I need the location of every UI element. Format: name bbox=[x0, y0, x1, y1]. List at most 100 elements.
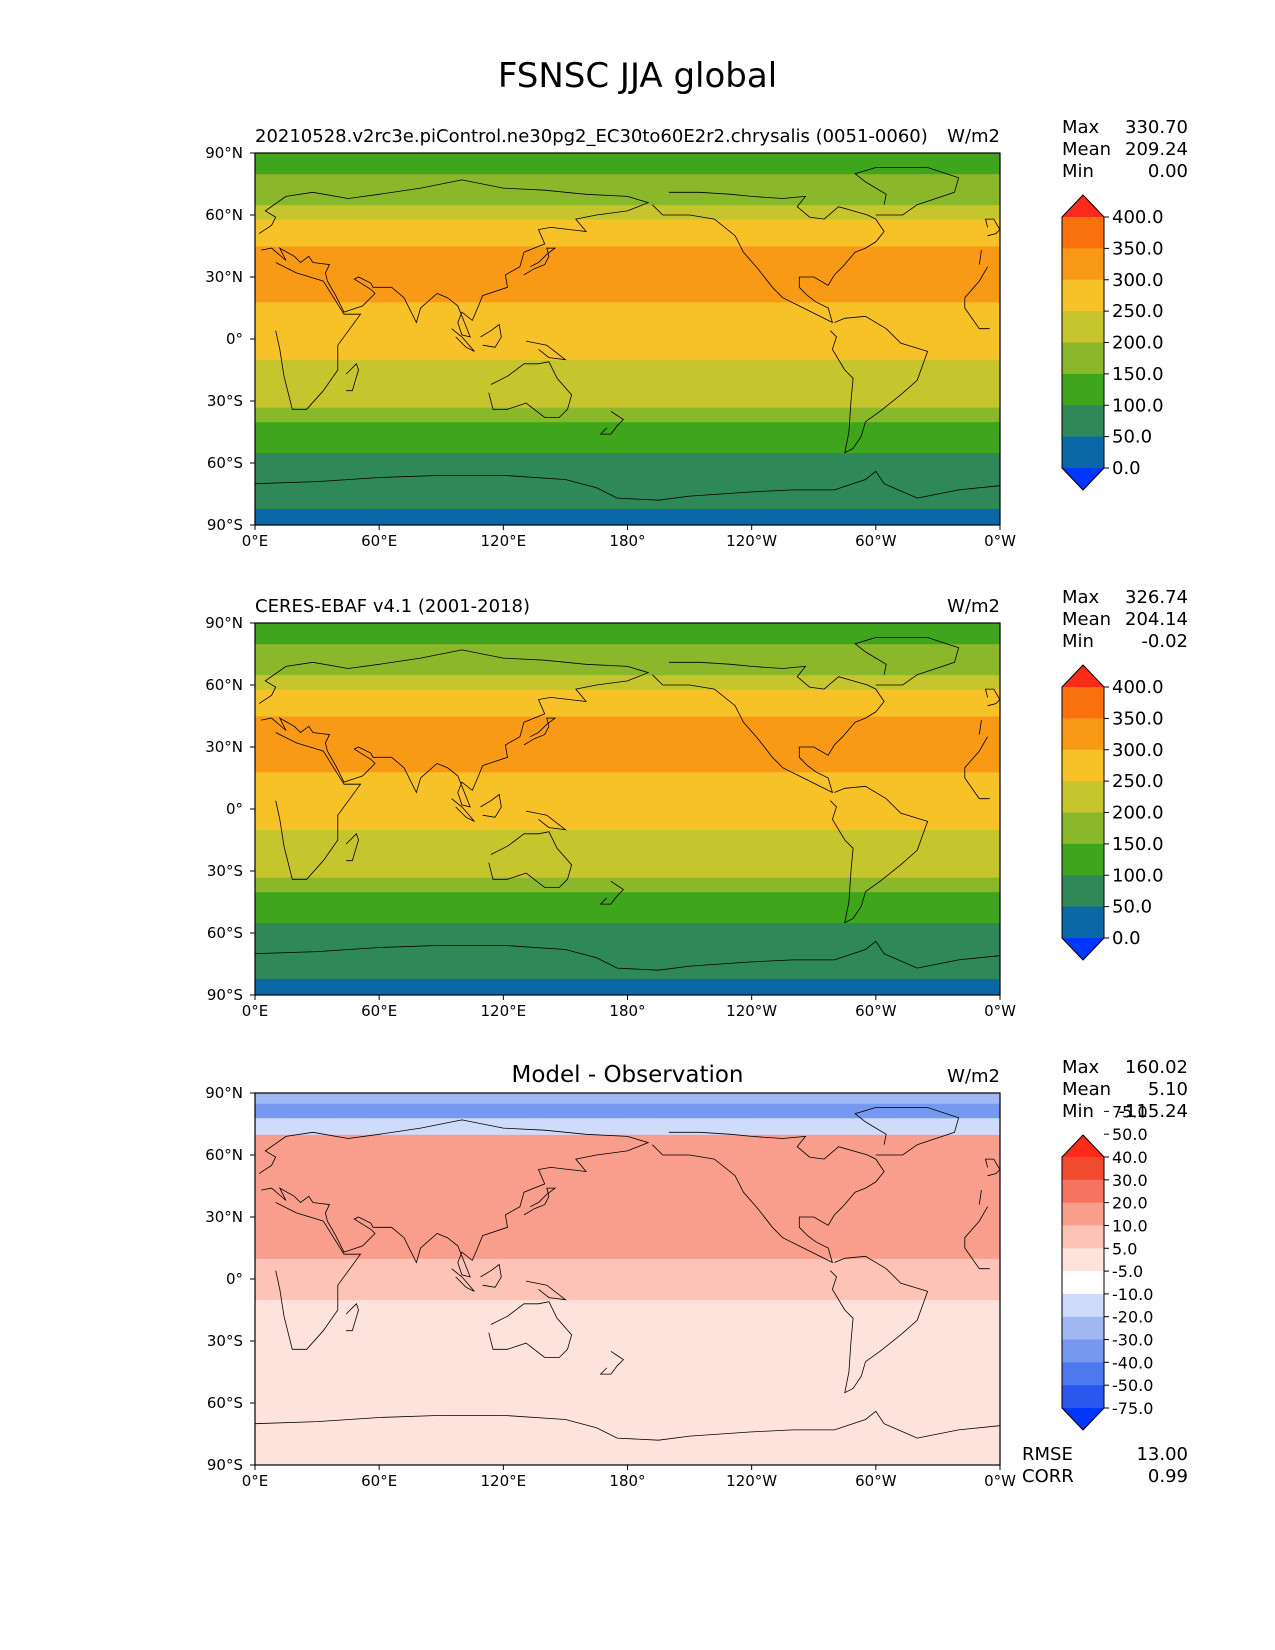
colorbar-tick-label: 150.0 bbox=[1112, 364, 1164, 385]
colorbar-tick-label: 150.0 bbox=[1112, 834, 1164, 855]
coastline bbox=[523, 247, 557, 276]
colorbar-tick-label: -5.0 bbox=[1112, 1262, 1143, 1281]
panel-left-label: 20210528.v2rc3e.piControl.ne30pg2_EC30to… bbox=[255, 126, 928, 147]
stat-mean-label: Mean bbox=[1062, 1079, 1111, 1100]
colorbar-tick-label: 75.0 bbox=[1112, 1102, 1148, 1121]
coastline bbox=[830, 1255, 929, 1394]
colorbar-box bbox=[1062, 843, 1104, 876]
y-tick-label: 0° bbox=[226, 330, 243, 348]
coastline bbox=[480, 323, 502, 348]
colorbar-box bbox=[1062, 436, 1104, 469]
colorbar-tick-label: 200.0 bbox=[1112, 803, 1164, 824]
figure-title: FSNSC JJA global bbox=[497, 56, 778, 96]
y-tick-label: 0° bbox=[226, 800, 243, 818]
coastline bbox=[488, 361, 573, 418]
zonal-band bbox=[255, 508, 1000, 525]
x-tick-label: 180° bbox=[609, 1002, 645, 1020]
stat-max-label: Max bbox=[1062, 587, 1100, 608]
y-tick-label: 60°S bbox=[207, 454, 243, 472]
stat-max-label: Max bbox=[1062, 1057, 1100, 1078]
colorbar-box bbox=[1062, 1385, 1104, 1409]
panel-title: Model - Observation bbox=[511, 1062, 743, 1088]
panel-units: W/m2 bbox=[947, 126, 1000, 147]
x-tick-label: 0°W bbox=[984, 1472, 1016, 1490]
coastline bbox=[523, 717, 557, 746]
colorbar-box bbox=[1062, 1157, 1104, 1181]
map-field bbox=[255, 623, 1000, 995]
y-tick-label: 60°N bbox=[205, 676, 243, 694]
coastline bbox=[488, 1301, 573, 1358]
x-tick-label: 60°E bbox=[361, 1472, 397, 1490]
coastline bbox=[984, 688, 1000, 707]
x-tick-label: 120°W bbox=[726, 532, 777, 550]
coastline bbox=[526, 810, 567, 831]
colorbar-box bbox=[1062, 311, 1104, 343]
colorbar-box bbox=[1062, 906, 1104, 939]
zonal-band bbox=[255, 153, 1000, 175]
y-tick-label: 30°N bbox=[205, 268, 243, 286]
zonal-band bbox=[255, 716, 1000, 773]
zonal-band bbox=[255, 421, 1000, 454]
x-tick-label: 60°E bbox=[361, 532, 397, 550]
coastline bbox=[526, 340, 567, 361]
colorbar-tick-label: 0.0 bbox=[1112, 928, 1141, 949]
stat-max-value: 160.02 bbox=[1125, 1057, 1188, 1078]
y-tick-label: 90°N bbox=[205, 144, 243, 162]
coastline bbox=[345, 1303, 359, 1332]
x-tick-label: 120°E bbox=[481, 1472, 527, 1490]
x-tick-label: 120°E bbox=[481, 532, 527, 550]
colorbar-box bbox=[1062, 373, 1104, 406]
coastline bbox=[345, 363, 359, 392]
colorbar-tick-label: 0.0 bbox=[1112, 458, 1141, 479]
zonal-band bbox=[255, 1134, 1000, 1187]
coastline bbox=[830, 315, 929, 454]
colorbar-box bbox=[1062, 687, 1104, 719]
colorbar-tick-label: -20.0 bbox=[1112, 1308, 1153, 1327]
coastline bbox=[275, 1202, 990, 1350]
coastline bbox=[984, 1158, 1000, 1177]
coastline bbox=[526, 1280, 567, 1301]
y-tick-label: 60°N bbox=[205, 1146, 243, 1164]
coastline bbox=[480, 1263, 502, 1288]
zonal-band bbox=[255, 1103, 1000, 1119]
stat-mean-value: 5.10 bbox=[1148, 1079, 1188, 1100]
y-tick-label: 30°N bbox=[205, 738, 243, 756]
colorbar-box bbox=[1062, 1293, 1104, 1318]
zonal-band bbox=[255, 623, 1000, 645]
colorbar-tick-label: -30.0 bbox=[1112, 1331, 1153, 1350]
coastline bbox=[255, 1410, 1000, 1441]
panel-difference: 0°E 60°E 120°E 180° 120°W 60°W 0°W 90°N 60°N 30°N… bbox=[205, 1057, 1188, 1490]
y-tick-label: 90°S bbox=[207, 986, 243, 1004]
stat-max-value: 330.70 bbox=[1125, 117, 1188, 138]
colorbar: -75.0 -50.0 -40.0 -30.0 -20.0 -10.0 -5.0 5.0 10.… bbox=[1061, 1102, 1153, 1431]
coastline bbox=[451, 328, 475, 352]
y-tick-label: 0° bbox=[226, 1270, 243, 1288]
panel-units: W/m2 bbox=[947, 596, 1000, 617]
colorbar-box bbox=[1062, 781, 1104, 813]
coastline bbox=[451, 798, 475, 822]
zonal-band bbox=[255, 246, 1000, 303]
colorbar-tick-label: 100.0 bbox=[1112, 395, 1164, 416]
map-field bbox=[255, 153, 1000, 525]
x-tick-label: 120°E bbox=[481, 1002, 527, 1020]
coastline bbox=[488, 831, 573, 888]
coastline bbox=[275, 262, 990, 410]
colorbar-tick-label: 5.0 bbox=[1112, 1239, 1137, 1258]
colorbar-tick-label: 350.0 bbox=[1112, 708, 1164, 729]
zonal-band bbox=[255, 771, 1000, 831]
coastline bbox=[451, 1268, 475, 1292]
coastline bbox=[652, 191, 885, 324]
x-tick-label: 0°E bbox=[242, 1472, 269, 1490]
stat-mean-label: Mean bbox=[1062, 609, 1111, 630]
x-tick-label: 120°W bbox=[726, 1472, 777, 1490]
zonal-band bbox=[255, 452, 1000, 509]
colorbar-extend-min bbox=[1062, 468, 1104, 490]
zonal-band bbox=[255, 173, 1000, 206]
coastline bbox=[599, 880, 625, 905]
colorbar-tick-label: 50.0 bbox=[1112, 897, 1152, 918]
colorbar-box bbox=[1062, 718, 1104, 751]
colorbar-box bbox=[1062, 1316, 1104, 1341]
coastline bbox=[854, 1107, 960, 1156]
coastline bbox=[255, 470, 1000, 501]
